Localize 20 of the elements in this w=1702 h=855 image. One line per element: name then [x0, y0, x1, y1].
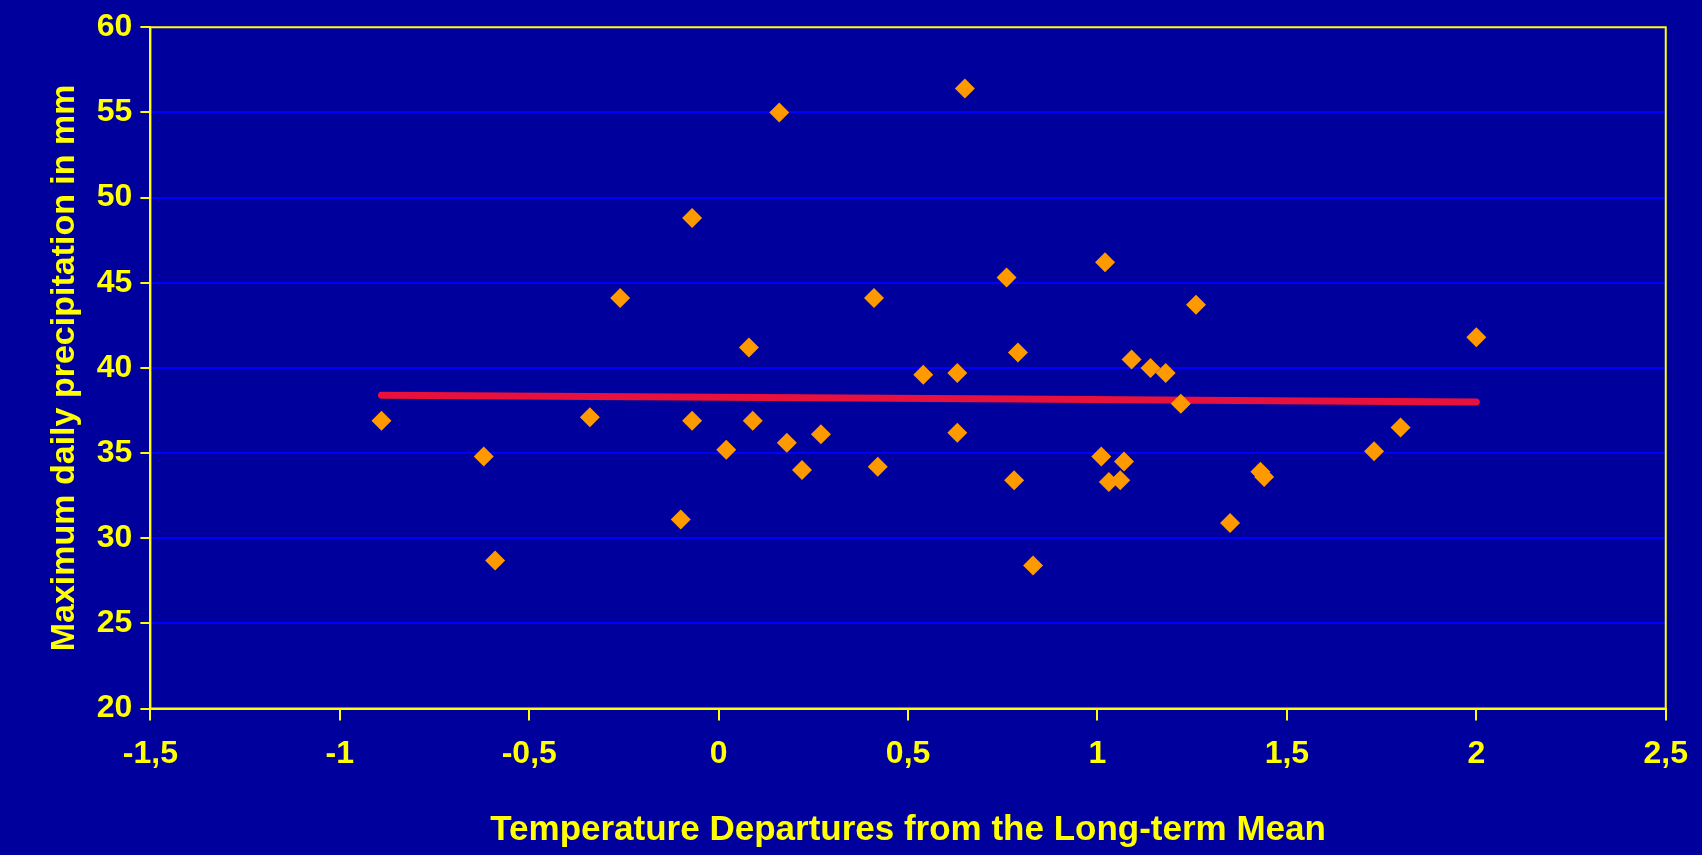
y-tick-label: 35: [96, 432, 133, 469]
y-tick-label: 25: [96, 603, 133, 640]
y-tick-label: 55: [96, 92, 133, 129]
x-tick-label: 1: [1088, 733, 1107, 770]
y-tick-label: 20: [96, 688, 133, 725]
x-tick-label: 0,5: [885, 733, 931, 770]
x-tick-label: 0: [709, 733, 728, 770]
x-tick-label: -0,5: [501, 733, 557, 770]
y-tick-label: 40: [96, 347, 133, 384]
y-tick-label: 45: [96, 262, 133, 299]
y-tick-label: 30: [96, 518, 133, 555]
x-tick-label: 2: [1467, 733, 1486, 770]
x-tick-label: -1,5: [122, 733, 178, 770]
y-tick-label: 50: [96, 177, 133, 214]
x-tick-label: -1: [325, 733, 355, 770]
x-tick-label: 2,5: [1643, 733, 1688, 770]
x-tick-label: 1,5: [1264, 733, 1310, 770]
y-axis-title: Maximum daily precipitation in mm: [42, 84, 81, 652]
x-axis-title: Temperature Departures from the Long-term Mean: [490, 807, 1326, 847]
y-tick-label: 60: [96, 7, 133, 44]
